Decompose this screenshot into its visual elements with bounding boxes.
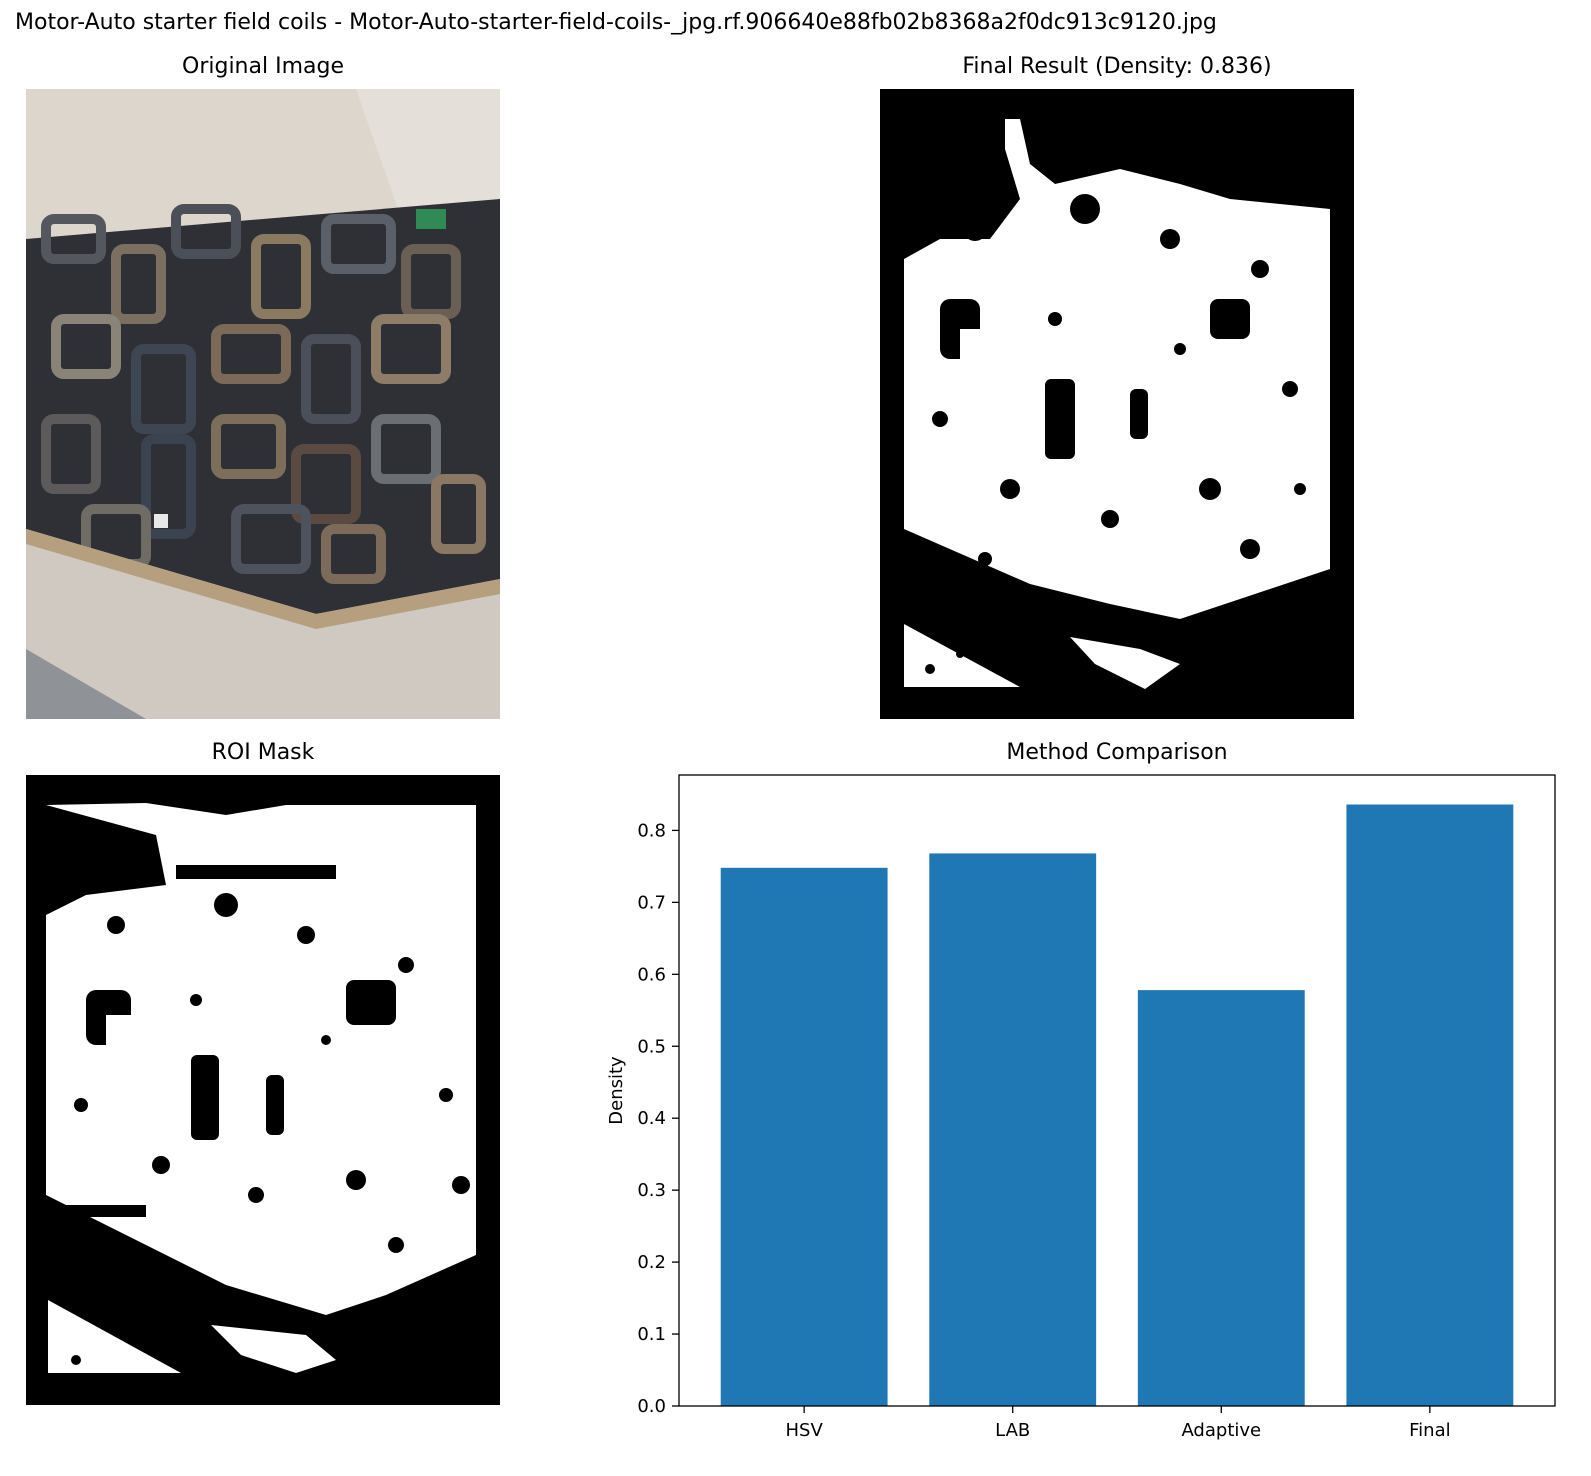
y-tick-label: 0.8: [637, 820, 666, 841]
original-image: [26, 89, 500, 719]
y-tick-label: 0.5: [637, 1036, 666, 1057]
y-tick-label: 0.2: [637, 1252, 666, 1273]
method-comparison-title: Method Comparison: [1006, 740, 1228, 765]
x-tick-label-adaptive: Adaptive: [1181, 1420, 1261, 1441]
plot-frame: [678, 774, 1556, 1407]
bar-final: [1346, 804, 1514, 1406]
final-result-mask: [880, 89, 1354, 719]
bar-hsv: [720, 867, 888, 1406]
y-tick-label: 0.7: [637, 892, 666, 913]
x-tick-label-hsv: HSV: [786, 1420, 824, 1441]
roi-mask: [26, 775, 500, 1405]
bar-adaptive: [1137, 990, 1305, 1406]
roi-mask-title: ROI Mask: [211, 740, 315, 765]
final-result-title: Final Result (Density: 0.836): [962, 54, 1272, 79]
bar-lab: [929, 853, 1097, 1406]
x-tick-label-final: Final: [1409, 1420, 1450, 1441]
y-tick-label: 0.4: [637, 1108, 666, 1129]
x-tick-label-lab: LAB: [995, 1420, 1030, 1441]
y-axis-label: Density: [606, 1056, 627, 1125]
original-image-title: Original Image: [182, 54, 344, 79]
y-tick-label: 0.1: [637, 1324, 666, 1345]
y-tick-label: 0.3: [637, 1180, 666, 1201]
y-tick-label: 0.6: [637, 964, 666, 985]
y-tick-label: 0.0: [637, 1396, 666, 1417]
figure-title: Motor-Auto starter field coils - Motor-A…: [15, 10, 1217, 35]
